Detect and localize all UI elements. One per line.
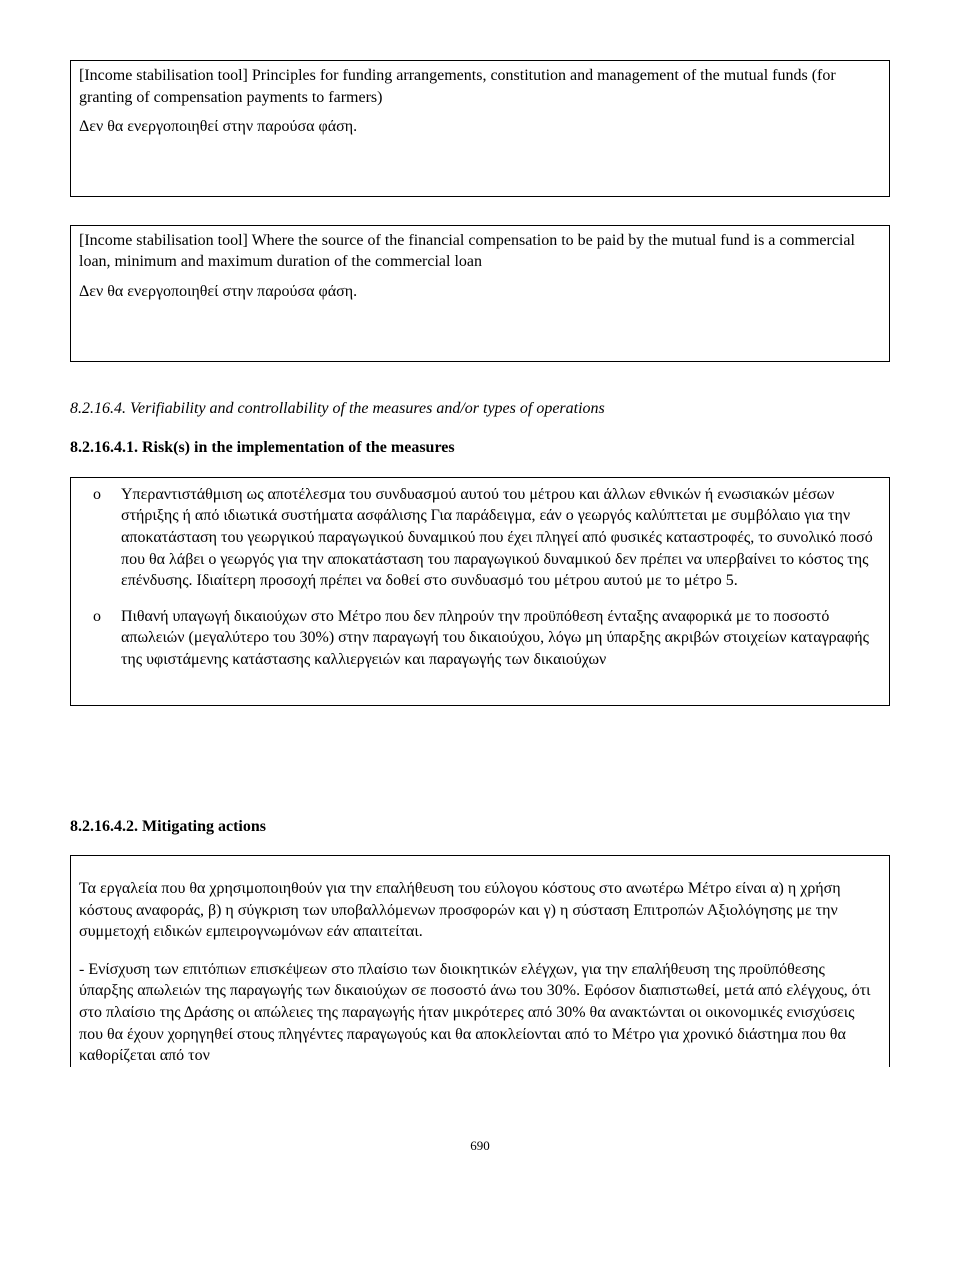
box-income-stabilisation-principles: [Income stabilisation tool] Principles f… — [70, 60, 890, 197]
box1-title: [Income stabilisation tool] Principles f… — [79, 65, 881, 108]
mitigating-para-1: Τα εργαλεία που θα χρησιμοποιηθούν για τ… — [79, 878, 881, 943]
heading-8-2-16-4-1: 8.2.16.4.1. Risk(s) in the implementatio… — [70, 437, 890, 459]
bullet-marker: o — [79, 484, 121, 506]
heading-8-2-16-4-2: 8.2.16.4.2. Mitigating actions — [70, 816, 890, 838]
heading-8-2-16-4: 8.2.16.4. Verifiability and controllabil… — [70, 398, 890, 420]
box-mitigating-actions: Τα εργαλεία που θα χρησιμοποιηθούν για τ… — [70, 855, 890, 1067]
mitigating-para-2: - Ενίσχυση των επιτόπιων επισκέψεων στο … — [79, 959, 881, 1067]
page-number: 690 — [70, 1137, 890, 1155]
list-item: o Πιθανή υπαγωγή δικαιούχων στο Μέτρο πο… — [79, 606, 881, 671]
box-income-stabilisation-loan: [Income stabilisation tool] Where the so… — [70, 225, 890, 362]
risks-list: o Υπεραντιστάθμιση ως αποτέλεσμα του συν… — [79, 484, 881, 671]
box1-body: Δεν θα ενεργοποιηθεί στην παρούσα φάση. — [79, 116, 881, 138]
box2-body: Δεν θα ενεργοποιηθεί στην παρούσα φάση. — [79, 281, 881, 303]
box-risks: o Υπεραντιστάθμιση ως αποτέλεσμα του συν… — [70, 477, 890, 706]
list-item: o Υπεραντιστάθμιση ως αποτέλεσμα του συν… — [79, 484, 881, 592]
box2-title: [Income stabilisation tool] Where the so… — [79, 230, 881, 273]
bullet-marker: o — [79, 606, 121, 628]
bullet-text: Υπεραντιστάθμιση ως αποτέλεσμα του συνδυ… — [121, 484, 881, 592]
bullet-text: Πιθανή υπαγωγή δικαιούχων στο Μέτρο που … — [121, 606, 881, 671]
